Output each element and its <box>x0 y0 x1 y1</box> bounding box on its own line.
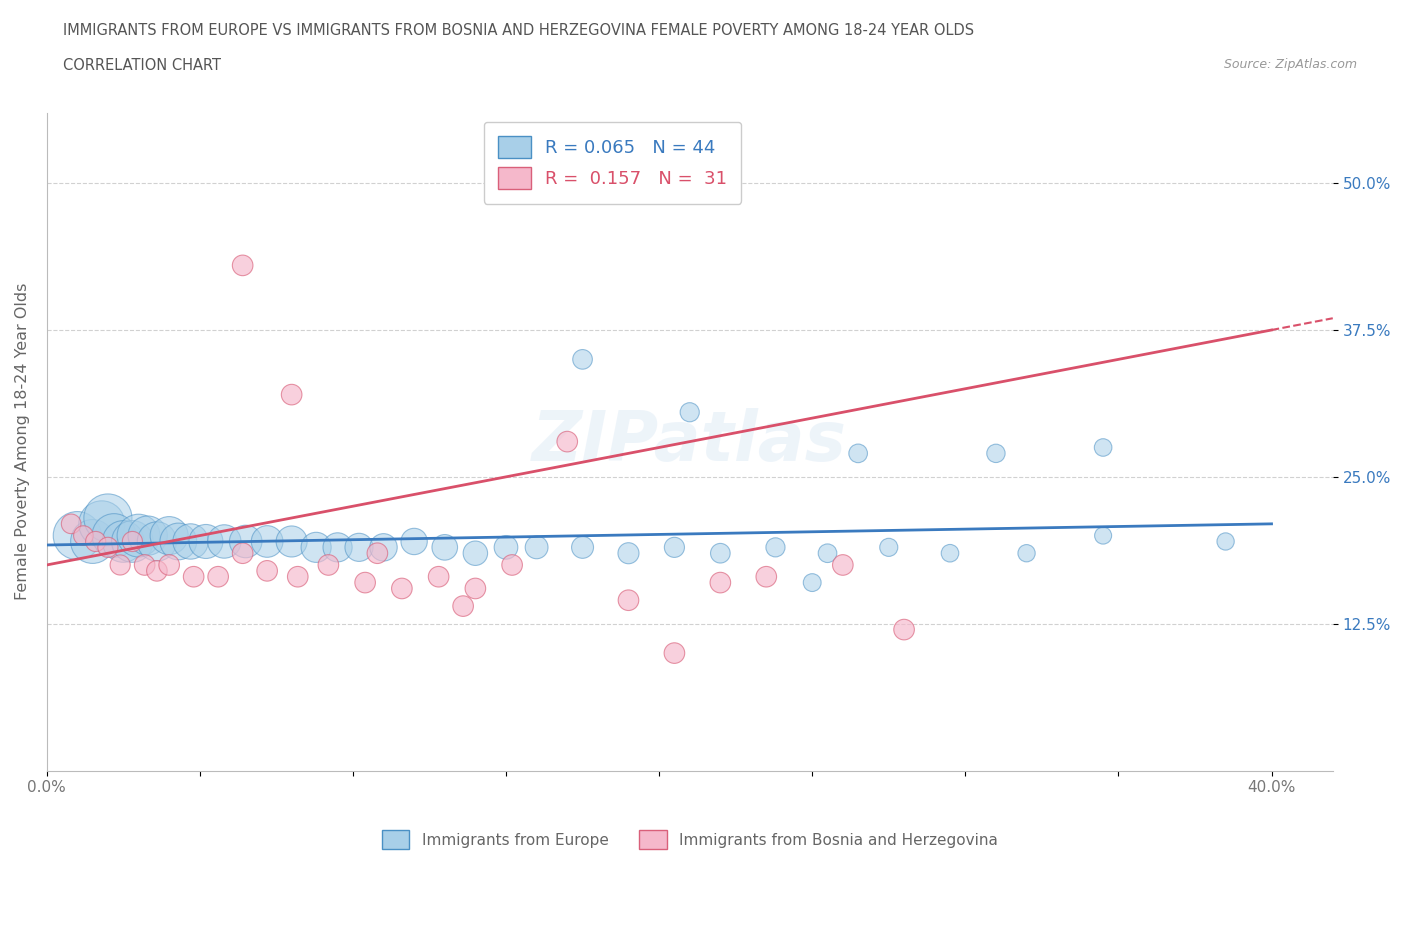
Point <box>214 534 236 549</box>
Point <box>893 622 915 637</box>
Point <box>157 557 180 572</box>
Point <box>427 569 450 584</box>
Point <box>121 534 143 549</box>
Point <box>1015 546 1038 561</box>
Point <box>90 516 112 531</box>
Point <box>347 540 370 555</box>
Point <box>755 569 778 584</box>
Point <box>555 434 578 449</box>
Text: CORRELATION CHART: CORRELATION CHART <box>63 58 221 73</box>
Point <box>146 534 169 549</box>
Point <box>709 546 731 561</box>
Point <box>664 645 686 660</box>
Point <box>318 557 340 572</box>
Point <box>207 569 229 584</box>
Point <box>157 528 180 543</box>
Point <box>256 534 278 549</box>
Point <box>183 569 205 584</box>
Point <box>404 534 426 549</box>
Point <box>571 540 593 555</box>
Point <box>664 540 686 555</box>
Point <box>366 546 388 561</box>
Point <box>103 528 125 543</box>
Point <box>617 592 640 607</box>
Point <box>60 516 83 531</box>
Point <box>464 546 486 561</box>
Point <box>305 540 328 555</box>
Point <box>1092 528 1115 543</box>
Point <box>433 540 456 555</box>
Point <box>128 528 150 543</box>
Point <box>97 511 120 525</box>
Point <box>391 581 413 596</box>
Point <box>571 352 593 366</box>
Point <box>831 557 853 572</box>
Point <box>501 557 523 572</box>
Point <box>72 528 94 543</box>
Point <box>817 546 839 561</box>
Point <box>256 564 278 578</box>
Point <box>801 575 824 590</box>
Text: Source: ZipAtlas.com: Source: ZipAtlas.com <box>1223 58 1357 71</box>
Point <box>180 534 202 549</box>
Text: IMMIGRANTS FROM EUROPE VS IMMIGRANTS FROM BOSNIA AND HERZEGOVINA FEMALE POVERTY : IMMIGRANTS FROM EUROPE VS IMMIGRANTS FRO… <box>63 23 974 38</box>
Point <box>679 405 702 419</box>
Point <box>97 540 120 555</box>
Legend: Immigrants from Europe, Immigrants from Bosnia and Herzegovina: Immigrants from Europe, Immigrants from … <box>375 824 1004 855</box>
Y-axis label: Female Poverty Among 18-24 Year Olds: Female Poverty Among 18-24 Year Olds <box>15 283 30 600</box>
Point <box>984 445 1007 460</box>
Point <box>765 540 787 555</box>
Point <box>232 546 254 561</box>
Point <box>451 599 474 614</box>
Point <box>112 534 135 549</box>
Point <box>136 528 159 543</box>
Point <box>84 534 107 549</box>
Point <box>66 528 89 543</box>
Point <box>495 540 517 555</box>
Point <box>108 557 131 572</box>
Point <box>877 540 900 555</box>
Text: ZIPatlas: ZIPatlas <box>533 408 848 475</box>
Point <box>1215 534 1237 549</box>
Point <box>464 581 486 596</box>
Point <box>1092 440 1115 455</box>
Point <box>235 534 257 549</box>
Point <box>280 387 302 402</box>
Point <box>846 445 869 460</box>
Point <box>134 557 156 572</box>
Point <box>146 564 169 578</box>
Point <box>232 258 254 272</box>
Point <box>354 575 377 590</box>
Point <box>939 546 962 561</box>
Point <box>373 540 395 555</box>
Point <box>194 534 217 549</box>
Point <box>287 569 309 584</box>
Point <box>167 534 190 549</box>
Point <box>280 534 302 549</box>
Point <box>121 534 143 549</box>
Point <box>526 540 548 555</box>
Point <box>709 575 731 590</box>
Point <box>82 534 104 549</box>
Point <box>617 546 640 561</box>
Point <box>326 540 349 555</box>
